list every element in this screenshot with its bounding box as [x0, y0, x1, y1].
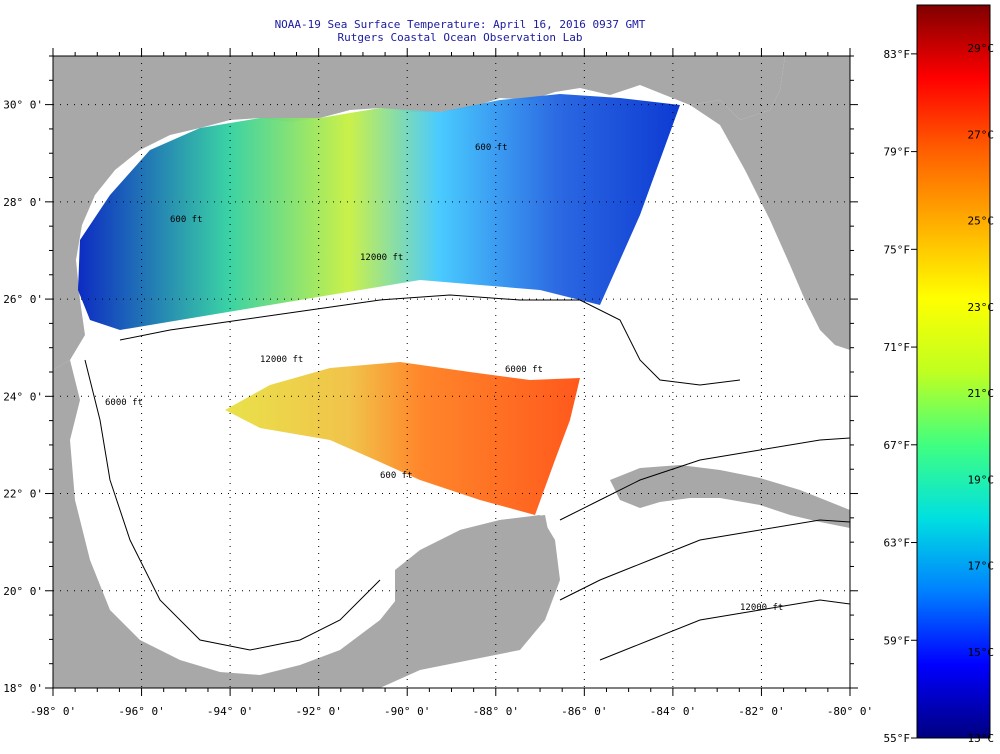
lat-tick-label: 30° 0'	[3, 99, 43, 112]
graticule	[53, 56, 850, 688]
lon-tick-label: -88° 0'	[473, 705, 519, 718]
colorbar-c-label: 17°C	[968, 560, 995, 573]
colorbar-c-label: 21°C	[968, 387, 995, 400]
contour-label: 12000 ft	[360, 253, 403, 263]
colorbar-fahrenheit-labels: 83°F 79°F 75°F 71°F 67°F 63°F 59°F 55°F	[884, 48, 917, 745]
colorbar-c-label: 25°C	[968, 215, 995, 228]
colorbar-c-label: 27°C	[968, 128, 995, 141]
contour-label: 600 ft	[475, 143, 508, 153]
lat-tick-label: 28° 0'	[3, 196, 43, 209]
lon-tick-label: -82° 0'	[738, 705, 784, 718]
colorbar-f-label: 79°F	[884, 146, 911, 159]
colorbar-c-label: 13°C	[968, 732, 995, 745]
lon-tick-label: -84° 0'	[650, 705, 696, 718]
bathymetry-contours	[84, 294, 850, 661]
lon-tick-label: -86° 0'	[561, 705, 607, 718]
sst-swath-south	[225, 362, 580, 515]
colorbar-f-label: 71°F	[884, 341, 911, 354]
axis-ticks	[45, 48, 858, 696]
contour-label: 600 ft	[170, 215, 203, 225]
lat-tick-label: 26° 0'	[3, 293, 43, 306]
colorbar-c-label: 19°C	[968, 473, 995, 486]
lon-tick-label: -98° 0'	[30, 705, 76, 718]
lat-tick-label: 18° 0'	[3, 682, 43, 695]
lon-tick-label: -94° 0'	[207, 705, 253, 718]
colorbar	[916, 4, 991, 739]
latitude-labels: 18° 0' 20° 0' 22° 0' 24° 0' 26° 0' 28° 0' 30° …	[3, 99, 43, 695]
lat-tick-label: 22° 0'	[3, 488, 43, 501]
contour-label: 600 ft	[380, 471, 413, 481]
land-cuba	[610, 465, 850, 528]
colorbar-c-label: 29°C	[968, 42, 995, 55]
colorbar-f-label: 67°F	[884, 439, 911, 452]
lon-tick-label: -96° 0'	[118, 705, 164, 718]
contour-label: 12000 ft	[260, 355, 303, 365]
contour-label: 6000 ft	[505, 365, 543, 375]
map-title: NOAA-19 Sea Surface Temperature: April 1…	[274, 18, 646, 31]
colorbar-f-label: 55°F	[884, 732, 911, 745]
colorbar-f-label: 75°F	[884, 243, 911, 256]
contour-label: 6000 ft	[105, 398, 143, 408]
lat-tick-label: 20° 0'	[3, 585, 43, 598]
lon-tick-label: -92° 0'	[295, 705, 341, 718]
colorbar-f-label: 59°F	[884, 634, 911, 647]
colorbar-c-label: 23°C	[968, 301, 995, 314]
longitude-labels: -98° 0' -96° 0' -94° 0' -92° 0' -90° 0' -88° …	[30, 705, 873, 718]
lon-tick-label: -80° 0'	[827, 705, 873, 718]
colorbar-f-label: 83°F	[884, 48, 911, 61]
contour-label: 12000 ft	[740, 603, 783, 613]
land-yucatan	[395, 515, 550, 660]
colorbar-f-label: 63°F	[884, 537, 911, 550]
colorbar-c-label: 15°C	[968, 646, 995, 659]
land-florida	[665, 56, 850, 350]
land-us-gulf-coast	[53, 56, 850, 370]
map-subtitle: Rutgers Coastal Ocean Observation Lab	[337, 31, 583, 44]
lat-tick-label: 24° 0'	[3, 390, 43, 403]
lon-tick-label: -90° 0'	[384, 705, 430, 718]
colorbar-celsius-labels: 29°C 27°C 25°C 23°C 21°C 19°C 17°C 15°C 13°C	[968, 42, 995, 745]
sst-swath-north	[78, 94, 680, 330]
contour-labels: 600 ft 12000 ft 12000 ft 6000 ft 600 ft …	[105, 143, 783, 613]
